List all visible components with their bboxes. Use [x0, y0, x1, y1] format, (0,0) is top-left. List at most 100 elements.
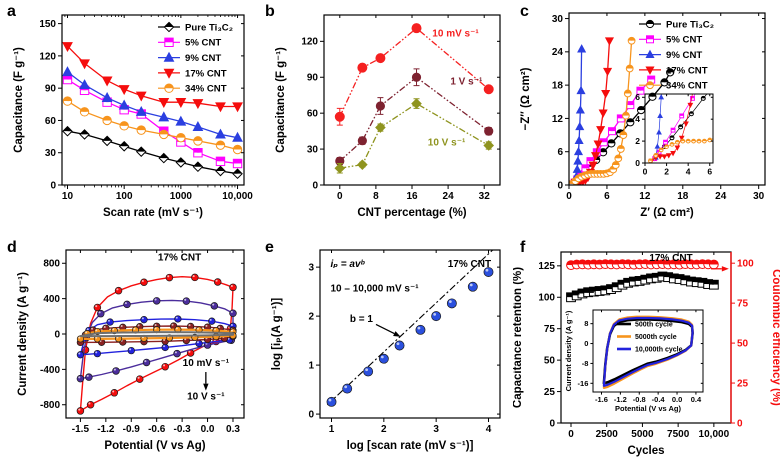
svg-text:25: 25 — [737, 378, 749, 389]
svg-text:8: 8 — [373, 191, 379, 202]
svg-text:150: 150 — [39, 19, 56, 30]
svg-text:100: 100 — [116, 191, 133, 202]
y-axis: 0 1 2 3 — [308, 263, 500, 420]
svg-text:6: 6 — [707, 167, 712, 177]
svg-text:0.0: 0.0 — [201, 424, 215, 435]
annotations: 10 mV s⁻¹ 1 V s⁻¹ 10 V s⁻¹ — [428, 29, 483, 149]
svg-text:5000: 5000 — [631, 429, 654, 440]
panel-c: c 0 6 12 18 24 30 0 6 12 18 24 30 Z′ (Ω cm²) −Z″ (Ω c… — [513, 0, 780, 236]
series-34-cnt — [62, 96, 243, 155]
svg-text:75: 75 — [544, 324, 556, 335]
y-axis: 0 30 60 90 120 150 — [39, 19, 244, 191]
svg-text:24: 24 — [715, 191, 727, 202]
plot-ci: 0 2 4 6 0 2 4 6 — [635, 92, 714, 177]
svg-text:Capacitance (F g⁻¹): Capacitance (F g⁻¹) — [13, 47, 25, 153]
svg-text:Coulombic efficiency (%): Coulombic efficiency (%) — [770, 269, 780, 406]
x-axis: 0 8 16 24 32 — [337, 15, 490, 202]
svg-text:17% CNT: 17% CNT — [448, 259, 491, 270]
svg-text:9% CNT: 9% CNT — [666, 50, 702, 61]
series-layer — [566, 259, 719, 303]
panel-d-label: d — [7, 239, 17, 256]
y-axis: -16 -8 0 8 — [578, 319, 703, 388]
svg-text:log [iₚ(A g⁻¹)]: log [iₚ(A g⁻¹)] — [271, 298, 283, 371]
svg-text:25: 25 — [544, 387, 556, 398]
svg-text:60: 60 — [45, 116, 57, 127]
svg-text:10 mV s⁻¹: 10 mV s⁻¹ — [183, 358, 230, 369]
series-layer — [76, 273, 237, 415]
svg-text:4: 4 — [635, 114, 640, 124]
svg-text:100: 100 — [737, 259, 754, 270]
x-axis: 0 6 12 18 24 30 — [566, 13, 765, 202]
series-10-v-s- — [334, 98, 495, 174]
svg-text:-0.9: -0.9 — [123, 424, 141, 435]
series-layer — [648, 94, 713, 163]
svg-text:0: 0 — [549, 418, 555, 429]
panel-f-chart: 0 2500 5000 7500 10,000 0 25 50 75 100 125 0 25 50 75 1… — [513, 251, 780, 457]
svg-text:120: 120 — [39, 51, 56, 62]
svg-text:0: 0 — [643, 167, 648, 177]
svg-text:Z′ (Ω cm²): Z′ (Ω cm²) — [640, 207, 694, 219]
series-capacitance-retention — [566, 271, 719, 303]
svg-text:0: 0 — [566, 191, 572, 202]
y-axis: 0 25 50 75 100 125 — [538, 261, 561, 429]
svg-text:0.3: 0.3 — [226, 424, 240, 435]
svg-text:10 – 10,000 mV s⁻¹: 10 – 10,000 mV s⁻¹ — [330, 284, 419, 295]
panel-a-label: a — [7, 3, 16, 20]
panel-d-chart: -1.5 -1.2 -0.9 -0.6 -0.3 0.0 0.3 -800 -400 0 400 80… — [17, 249, 245, 452]
svg-text:Potential (V vs Ag): Potential (V vs Ag) — [615, 404, 681, 413]
svg-text:90: 90 — [307, 73, 319, 84]
annotations: 17% CNT 10 mV s⁻¹ 10 V s⁻¹ — [158, 253, 230, 403]
svg-text:5% CNT: 5% CNT — [666, 35, 702, 46]
svg-text:30: 30 — [552, 14, 564, 25]
svg-text:-1.6: -1.6 — [595, 395, 608, 404]
svg-text:Cycles: Cycles — [627, 445, 664, 457]
series-17-cnt — [569, 37, 615, 185]
y-axis: 0 2 4 6 — [635, 92, 713, 168]
svg-text:Current density (A g⁻¹): Current density (A g⁻¹) — [17, 272, 29, 396]
svg-text:30: 30 — [45, 148, 57, 159]
svg-text:CNT percentage (%): CNT percentage (%) — [357, 207, 466, 219]
svg-text:17% CNT: 17% CNT — [666, 65, 708, 76]
series-cv-loop-10-mv-s- — [79, 331, 234, 338]
annotations: iₚ = avᵇ 10 – 10,000 mV s⁻¹ b = 1 17% CNT — [330, 259, 491, 337]
panel-f: f 0 2500 5000 7500 10,000 0 25 50 75 100 125 0 25 50 7… — [513, 236, 780, 471]
y-axis: 0 30 60 90 120 — [301, 37, 500, 191]
svg-text:10 mV s⁻¹: 10 mV s⁻¹ — [432, 29, 479, 40]
svg-text:18: 18 — [552, 81, 564, 92]
svg-text:10,000th cycle: 10,000th cycle — [635, 346, 683, 353]
svg-text:12: 12 — [552, 114, 564, 125]
svg-text:-400: -400 — [40, 365, 60, 376]
svg-text:10,000: 10,000 — [222, 191, 253, 202]
series-b-1-fit-line — [326, 250, 494, 406]
svg-text:75: 75 — [737, 299, 749, 310]
y-axis: -800 -400 0 400 800 — [40, 259, 244, 411]
svg-text:5000th cycle: 5000th cycle — [635, 334, 677, 341]
panel-e-chart: 1 2 3 4 0 1 2 3 log [scan rate (mV s⁻¹)] log [iₚ(… — [271, 249, 501, 452]
svg-text:12: 12 — [639, 191, 651, 202]
series-34-cnt — [569, 36, 636, 185]
svg-text:10: 10 — [62, 191, 74, 202]
svg-text:3: 3 — [308, 263, 314, 274]
panel-d: d -1.5 -1.2 -0.9 -0.6 -0.3 0.0 0.3 -800 -400 0 400… — [0, 236, 258, 471]
legend: 500th cycle 5000th cycle 10,000th cycle — [617, 321, 683, 353]
svg-text:32: 32 — [479, 191, 491, 202]
plot-a: 10 100 1000 10,000 0 30 60 90 120 150 Scan rate (m… — [13, 14, 253, 219]
svg-text:iₚ = avᵇ: iₚ = avᵇ — [330, 259, 365, 270]
series-9-cnt — [571, 44, 587, 185]
svg-text:2: 2 — [308, 312, 314, 323]
plot-f: 0 2500 5000 7500 10,000 0 25 50 75 100 125 0 25 50 75 1… — [513, 251, 780, 457]
svg-text:10 V s⁻¹: 10 V s⁻¹ — [187, 391, 225, 402]
series-10-mv-s- — [334, 23, 494, 126]
plot-b: 0 8 16 24 32 0 30 60 90 120 CNT percentage (%) Capa… — [275, 14, 501, 219]
x-axis: -1.5 -1.2 -0.9 -0.6 -0.3 0.0 0.3 — [72, 250, 240, 435]
panel-a: a 10 100 1000 10,000 0 30 60 90 120 150 Scan rate … — [0, 0, 258, 236]
svg-text:2: 2 — [664, 167, 669, 177]
svg-text:24: 24 — [443, 191, 455, 202]
panel-e-label: e — [265, 239, 274, 256]
svg-text:-1.2: -1.2 — [97, 424, 115, 435]
x-axis: 10 100 1000 10,000 — [62, 15, 253, 202]
series-layer — [334, 23, 495, 174]
svg-text:-800: -800 — [40, 400, 60, 411]
x-axis: -1.6 -1.2 -0.8 -0.4 0.0 0.4 — [595, 310, 702, 404]
